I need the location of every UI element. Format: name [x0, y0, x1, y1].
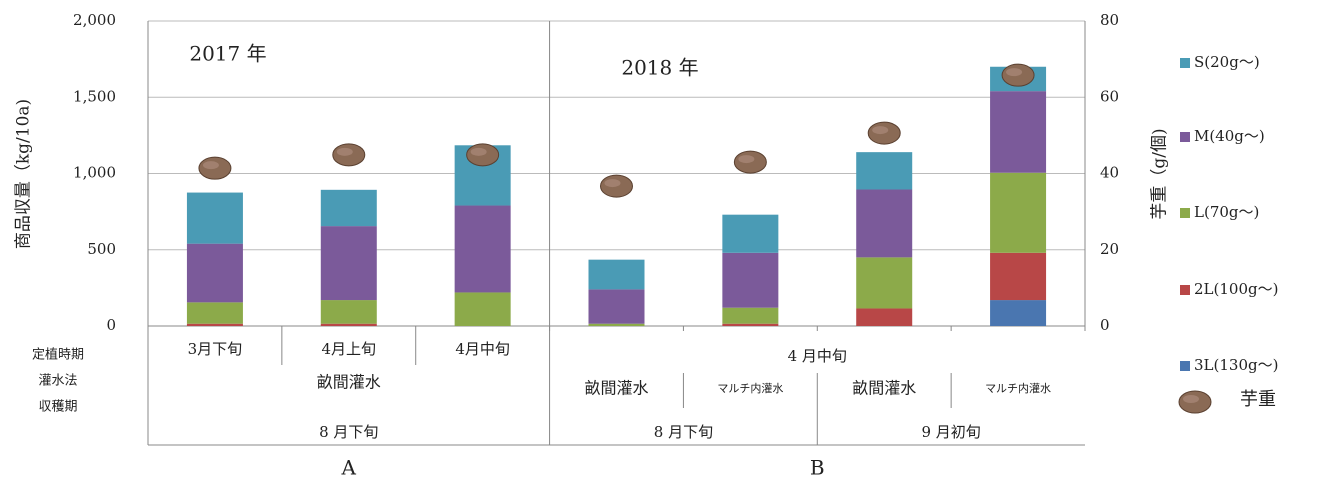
legend-swatch [1180, 208, 1190, 218]
experiment-label: B [810, 456, 825, 480]
legend-marker [1179, 391, 1211, 413]
legend-label: M(40g～) [1194, 127, 1265, 145]
bar-segment [187, 193, 243, 244]
bar-segment [990, 253, 1046, 300]
potato-shine [605, 179, 621, 187]
potato-marker [199, 157, 231, 179]
potato-shine [1183, 395, 1199, 403]
potato-shine [471, 148, 487, 156]
bar-segment [321, 300, 377, 324]
potato-marker [333, 144, 365, 166]
planting-label: 4 月中旬 [788, 347, 847, 365]
y-tick-label: 2,000 [73, 11, 116, 29]
bar-segment [856, 152, 912, 189]
bar-segment [722, 324, 778, 326]
irrigation-label: マルチ内灌水 [985, 381, 1051, 395]
legend-label: 芋重 [1240, 389, 1276, 410]
y-axis-label: 商品収量（kg/10a) [14, 99, 34, 249]
y-tick-label: 500 [87, 240, 116, 258]
planting-label: 4月中旬 [455, 340, 510, 358]
bar-segment [321, 324, 377, 326]
y2-tick-label: 0 [1100, 316, 1110, 334]
y-tick-label: 1,500 [73, 87, 116, 105]
irrigation-label: マルチ内灌水 [717, 381, 783, 395]
bar-segment [990, 173, 1046, 253]
potato-shine [203, 161, 219, 169]
bar-segment [722, 308, 778, 324]
potato-shine [1006, 68, 1022, 76]
potato-shine [872, 126, 888, 134]
potato-marker [868, 122, 900, 144]
legend-swatch [1180, 132, 1190, 142]
y2-axis-label: 芋重（g/個) [1150, 128, 1170, 219]
chart: 2017 年 2018 年 商品収量（kg/10a) 芋重（g/個) 0 500 1… [0, 0, 1329, 482]
legend-swatch [1180, 58, 1190, 68]
potato-marker [601, 175, 633, 197]
potato-marker [734, 151, 766, 173]
potato-marker [467, 144, 499, 166]
bar-segment [589, 324, 645, 326]
row-label: 定植時期 [32, 348, 84, 363]
y2-tick-label: 40 [1100, 164, 1119, 182]
y-tick-label: 0 [106, 316, 116, 334]
bar-segment [589, 260, 645, 290]
legend-label: 3L(130g～) [1194, 356, 1278, 374]
annotation: 2017 年 [189, 42, 266, 66]
bar-segment [856, 190, 912, 258]
bar-segment [722, 215, 778, 253]
bar-segment [187, 244, 243, 303]
bar-segment [187, 302, 243, 323]
legend-label: 2L(100g～) [1194, 280, 1278, 298]
harvest-label: 9 月初旬 [921, 423, 980, 441]
irrigation-label: 畝間灌水 [317, 373, 381, 392]
bar-segment [990, 91, 1046, 173]
bar-segment [187, 324, 243, 326]
row-label: 灌水法 [38, 374, 77, 389]
bar-segment [455, 292, 511, 326]
planting-label: 4月上旬 [322, 340, 377, 358]
y-tick-label: 1,000 [73, 164, 116, 182]
y2-tick-label: 60 [1100, 87, 1119, 105]
legend-label: S(20g～) [1194, 53, 1260, 71]
annotation: 2018 年 [621, 56, 698, 80]
irrigation-label: 畝間灌水 [584, 379, 648, 398]
potato-marker [1002, 64, 1034, 86]
potato-shine [738, 155, 754, 163]
bar-segment [455, 206, 511, 293]
bar-segment [722, 253, 778, 308]
legend-swatch [1180, 285, 1190, 295]
bar-segment [990, 300, 1046, 326]
potato-shine [337, 148, 353, 156]
bar-segment [856, 308, 912, 326]
legend-swatch [1180, 361, 1190, 371]
harvest-label: 8 月下旬 [319, 423, 378, 441]
bar-segment [856, 257, 912, 308]
y2-tick-label: 20 [1100, 240, 1119, 258]
y2-tick-label: 80 [1100, 11, 1119, 29]
bar-segment [589, 289, 645, 323]
bar-segment [321, 190, 377, 226]
experiment-label: A [341, 456, 357, 480]
legend-label: L(70g～) [1194, 203, 1259, 221]
row-label: 収穫期 [38, 400, 77, 415]
irrigation-label: 畝間灌水 [852, 379, 916, 398]
bar-segment [321, 226, 377, 300]
harvest-label: 8 月下旬 [654, 423, 713, 441]
planting-label: 3月下旬 [188, 340, 243, 358]
